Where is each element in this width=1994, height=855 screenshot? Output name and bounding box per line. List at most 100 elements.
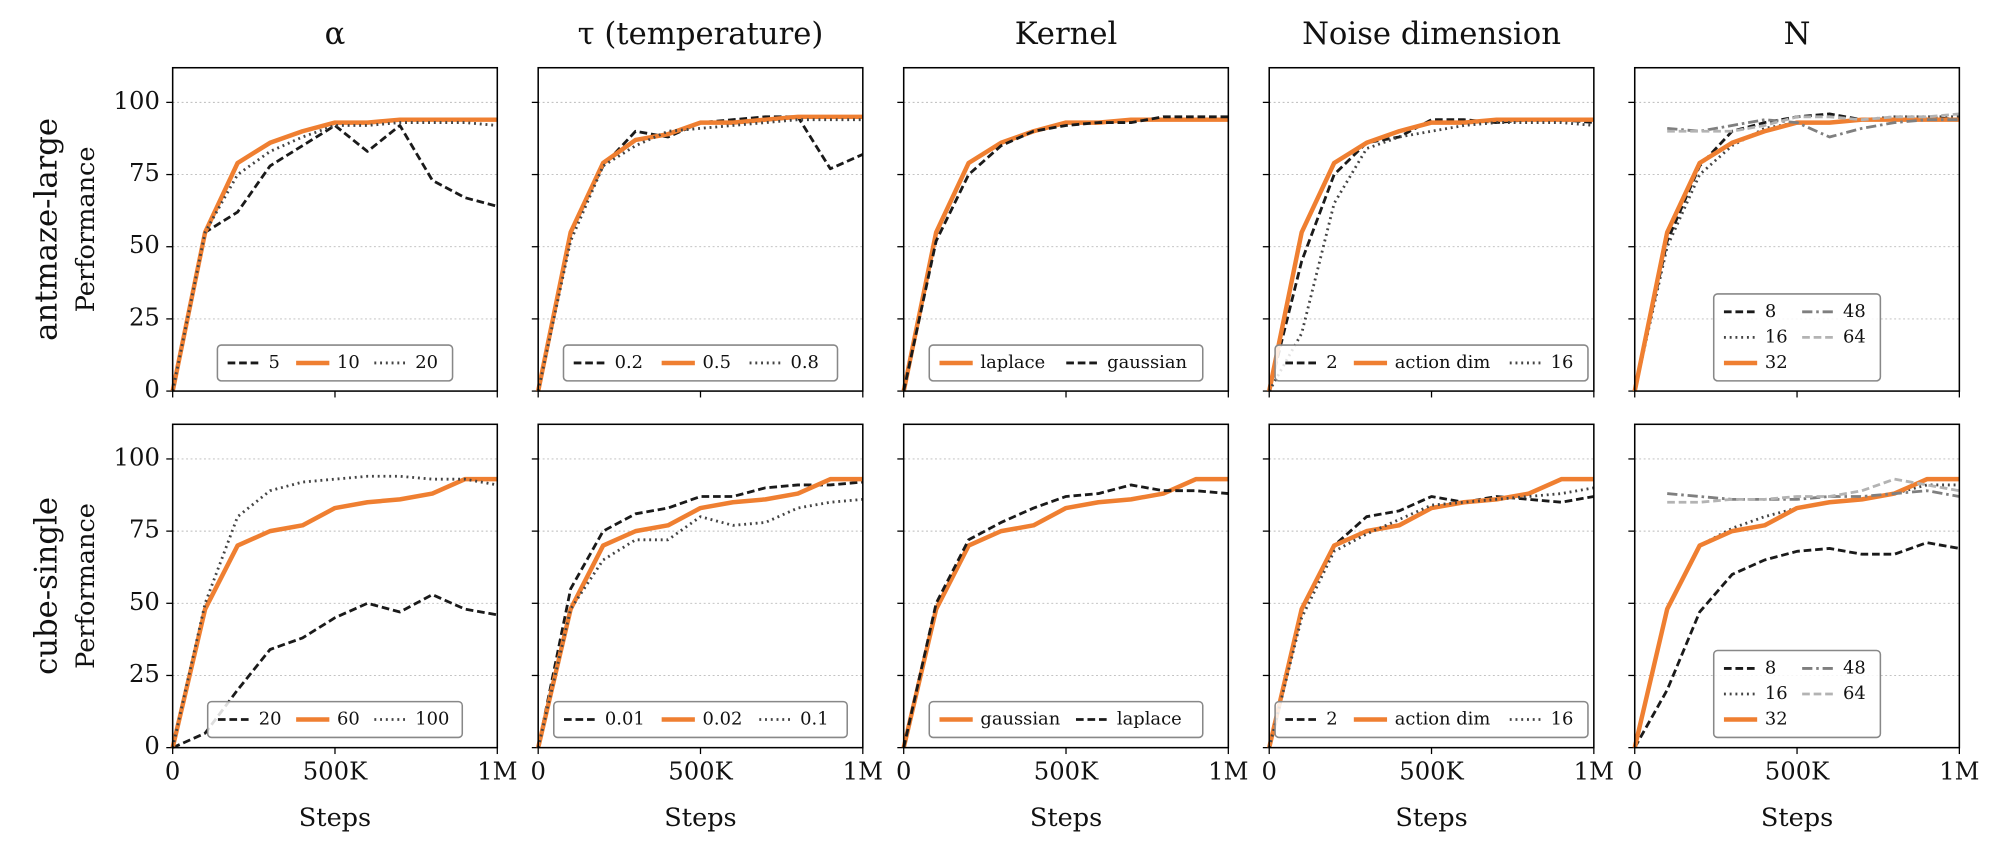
x-tick-label: 0	[896, 757, 911, 786]
legend-label: 8	[1765, 657, 1776, 678]
plot-frame	[171, 66, 499, 392]
row-label: cube-single	[30, 497, 65, 675]
x-tick-label: 1M	[1939, 757, 1979, 786]
legend-label: 48	[1843, 301, 1866, 322]
series-line	[536, 476, 863, 749]
legend-box	[1274, 344, 1589, 382]
y-tick-label: 75	[129, 158, 160, 187]
y-tick-label: 50	[129, 230, 160, 259]
legend-box	[1274, 700, 1589, 739]
x-axis-label: Steps	[664, 803, 736, 833]
legend-label: 32	[1765, 352, 1788, 373]
series-line	[536, 497, 863, 748]
x-axis-label: Steps	[299, 803, 371, 833]
legend-label: 2	[1326, 352, 1337, 373]
y-tick-label: 100	[114, 86, 160, 115]
x-tick-label: 500K	[668, 757, 733, 786]
panel-title: τ (temperature)	[578, 17, 824, 52]
x-axis-label: Steps	[1395, 803, 1467, 833]
legend-label: 64	[1843, 326, 1866, 347]
plot-frame	[1633, 66, 1961, 392]
series-line	[901, 476, 1229, 749]
legend-label: 16	[1765, 326, 1788, 347]
series-line	[536, 118, 863, 392]
legend-box	[1712, 293, 1882, 382]
y-tick-label: 25	[129, 302, 160, 331]
x-tick-label: 1M	[477, 757, 517, 786]
plot-frame	[902, 66, 1230, 392]
series-line	[902, 115, 1229, 392]
panel-title: α	[325, 17, 346, 52]
legend-box	[216, 344, 454, 382]
series-line	[170, 117, 498, 392]
legend-label: gaussian	[980, 709, 1060, 730]
series-line	[536, 480, 863, 748]
legend-box	[562, 344, 839, 382]
legend-box	[553, 700, 848, 739]
legend-label: 20	[259, 709, 282, 730]
legend-label: 48	[1843, 657, 1866, 678]
series-line	[901, 117, 1229, 392]
series-line	[171, 124, 498, 392]
y-tick-label: 75	[129, 515, 160, 544]
series-line	[1267, 476, 1594, 749]
series-line	[1267, 121, 1594, 392]
y-axis-label: Performance	[71, 503, 101, 669]
legend-label: 0.2	[615, 352, 643, 373]
legend-label: 0.5	[703, 352, 731, 373]
y-tick-label: 50	[129, 587, 160, 616]
y-tick-label: 25	[129, 659, 160, 688]
panel-title: Noise dimension	[1302, 17, 1561, 52]
legend-label: 0.8	[790, 352, 818, 373]
legend-label: 2	[1326, 709, 1337, 730]
x-tick-label: 0	[530, 757, 545, 786]
plot-frame	[537, 66, 864, 392]
legend-label: 16	[1551, 709, 1574, 730]
plot-frame	[902, 423, 1230, 749]
x-tick-label: 1M	[1208, 757, 1248, 786]
x-tick-label: 0	[1261, 757, 1276, 786]
series-line	[1667, 489, 1960, 501]
x-tick-label: 500K	[303, 757, 368, 786]
legend-box	[928, 344, 1204, 382]
panel-title: N	[1784, 17, 1811, 52]
x-tick-label: 500K	[1765, 757, 1830, 786]
x-axis-label: Steps	[1030, 803, 1102, 833]
row-label: antmaze-large	[30, 118, 65, 341]
legend-label: 32	[1765, 709, 1788, 730]
legend-label: action dim	[1395, 709, 1491, 730]
legend-label: gaussian	[1107, 352, 1187, 373]
series-line	[902, 483, 1229, 748]
legend-label: 5	[269, 352, 280, 373]
series-line	[1667, 118, 1960, 139]
x-tick-label: 1M	[1574, 757, 1614, 786]
plot-frame	[171, 423, 499, 749]
y-tick-label: 100	[114, 442, 160, 471]
x-tick-label: 500K	[1034, 757, 1099, 786]
x-tick-label: 1M	[843, 757, 883, 786]
legend-label: 20	[415, 352, 438, 373]
legend-label: laplace	[980, 352, 1045, 373]
x-tick-label: 0	[1627, 757, 1642, 786]
panel-title: Kernel	[1015, 17, 1118, 52]
legend-box	[928, 700, 1204, 739]
x-tick-label: 500K	[1399, 757, 1464, 786]
plot-frame	[1268, 423, 1595, 749]
y-tick-label: 0	[144, 375, 159, 404]
plot-frame	[1633, 423, 1961, 749]
series-line	[535, 114, 863, 392]
plot-frame	[537, 423, 864, 749]
legend-label: 64	[1843, 683, 1866, 704]
series-line	[1632, 476, 1960, 749]
y-axis-label: Performance	[71, 147, 101, 313]
legend-label: 8	[1765, 301, 1776, 322]
series-line	[1267, 117, 1594, 392]
x-axis-label: Steps	[1761, 803, 1833, 833]
legend-label: 0.02	[703, 709, 743, 730]
legend-label: 16	[1765, 683, 1788, 704]
legend-label: 10	[337, 352, 360, 373]
plot-frame	[1268, 66, 1595, 392]
legend-label: 100	[415, 709, 449, 730]
